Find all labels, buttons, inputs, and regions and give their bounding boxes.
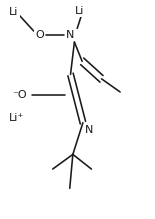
Text: Li⁺: Li⁺ <box>9 113 24 123</box>
Text: N: N <box>85 125 93 135</box>
Text: Li: Li <box>75 6 84 16</box>
Text: Li: Li <box>9 7 19 17</box>
Text: O: O <box>35 30 44 40</box>
Text: N: N <box>66 30 75 40</box>
Text: ⁻O: ⁻O <box>12 90 27 100</box>
